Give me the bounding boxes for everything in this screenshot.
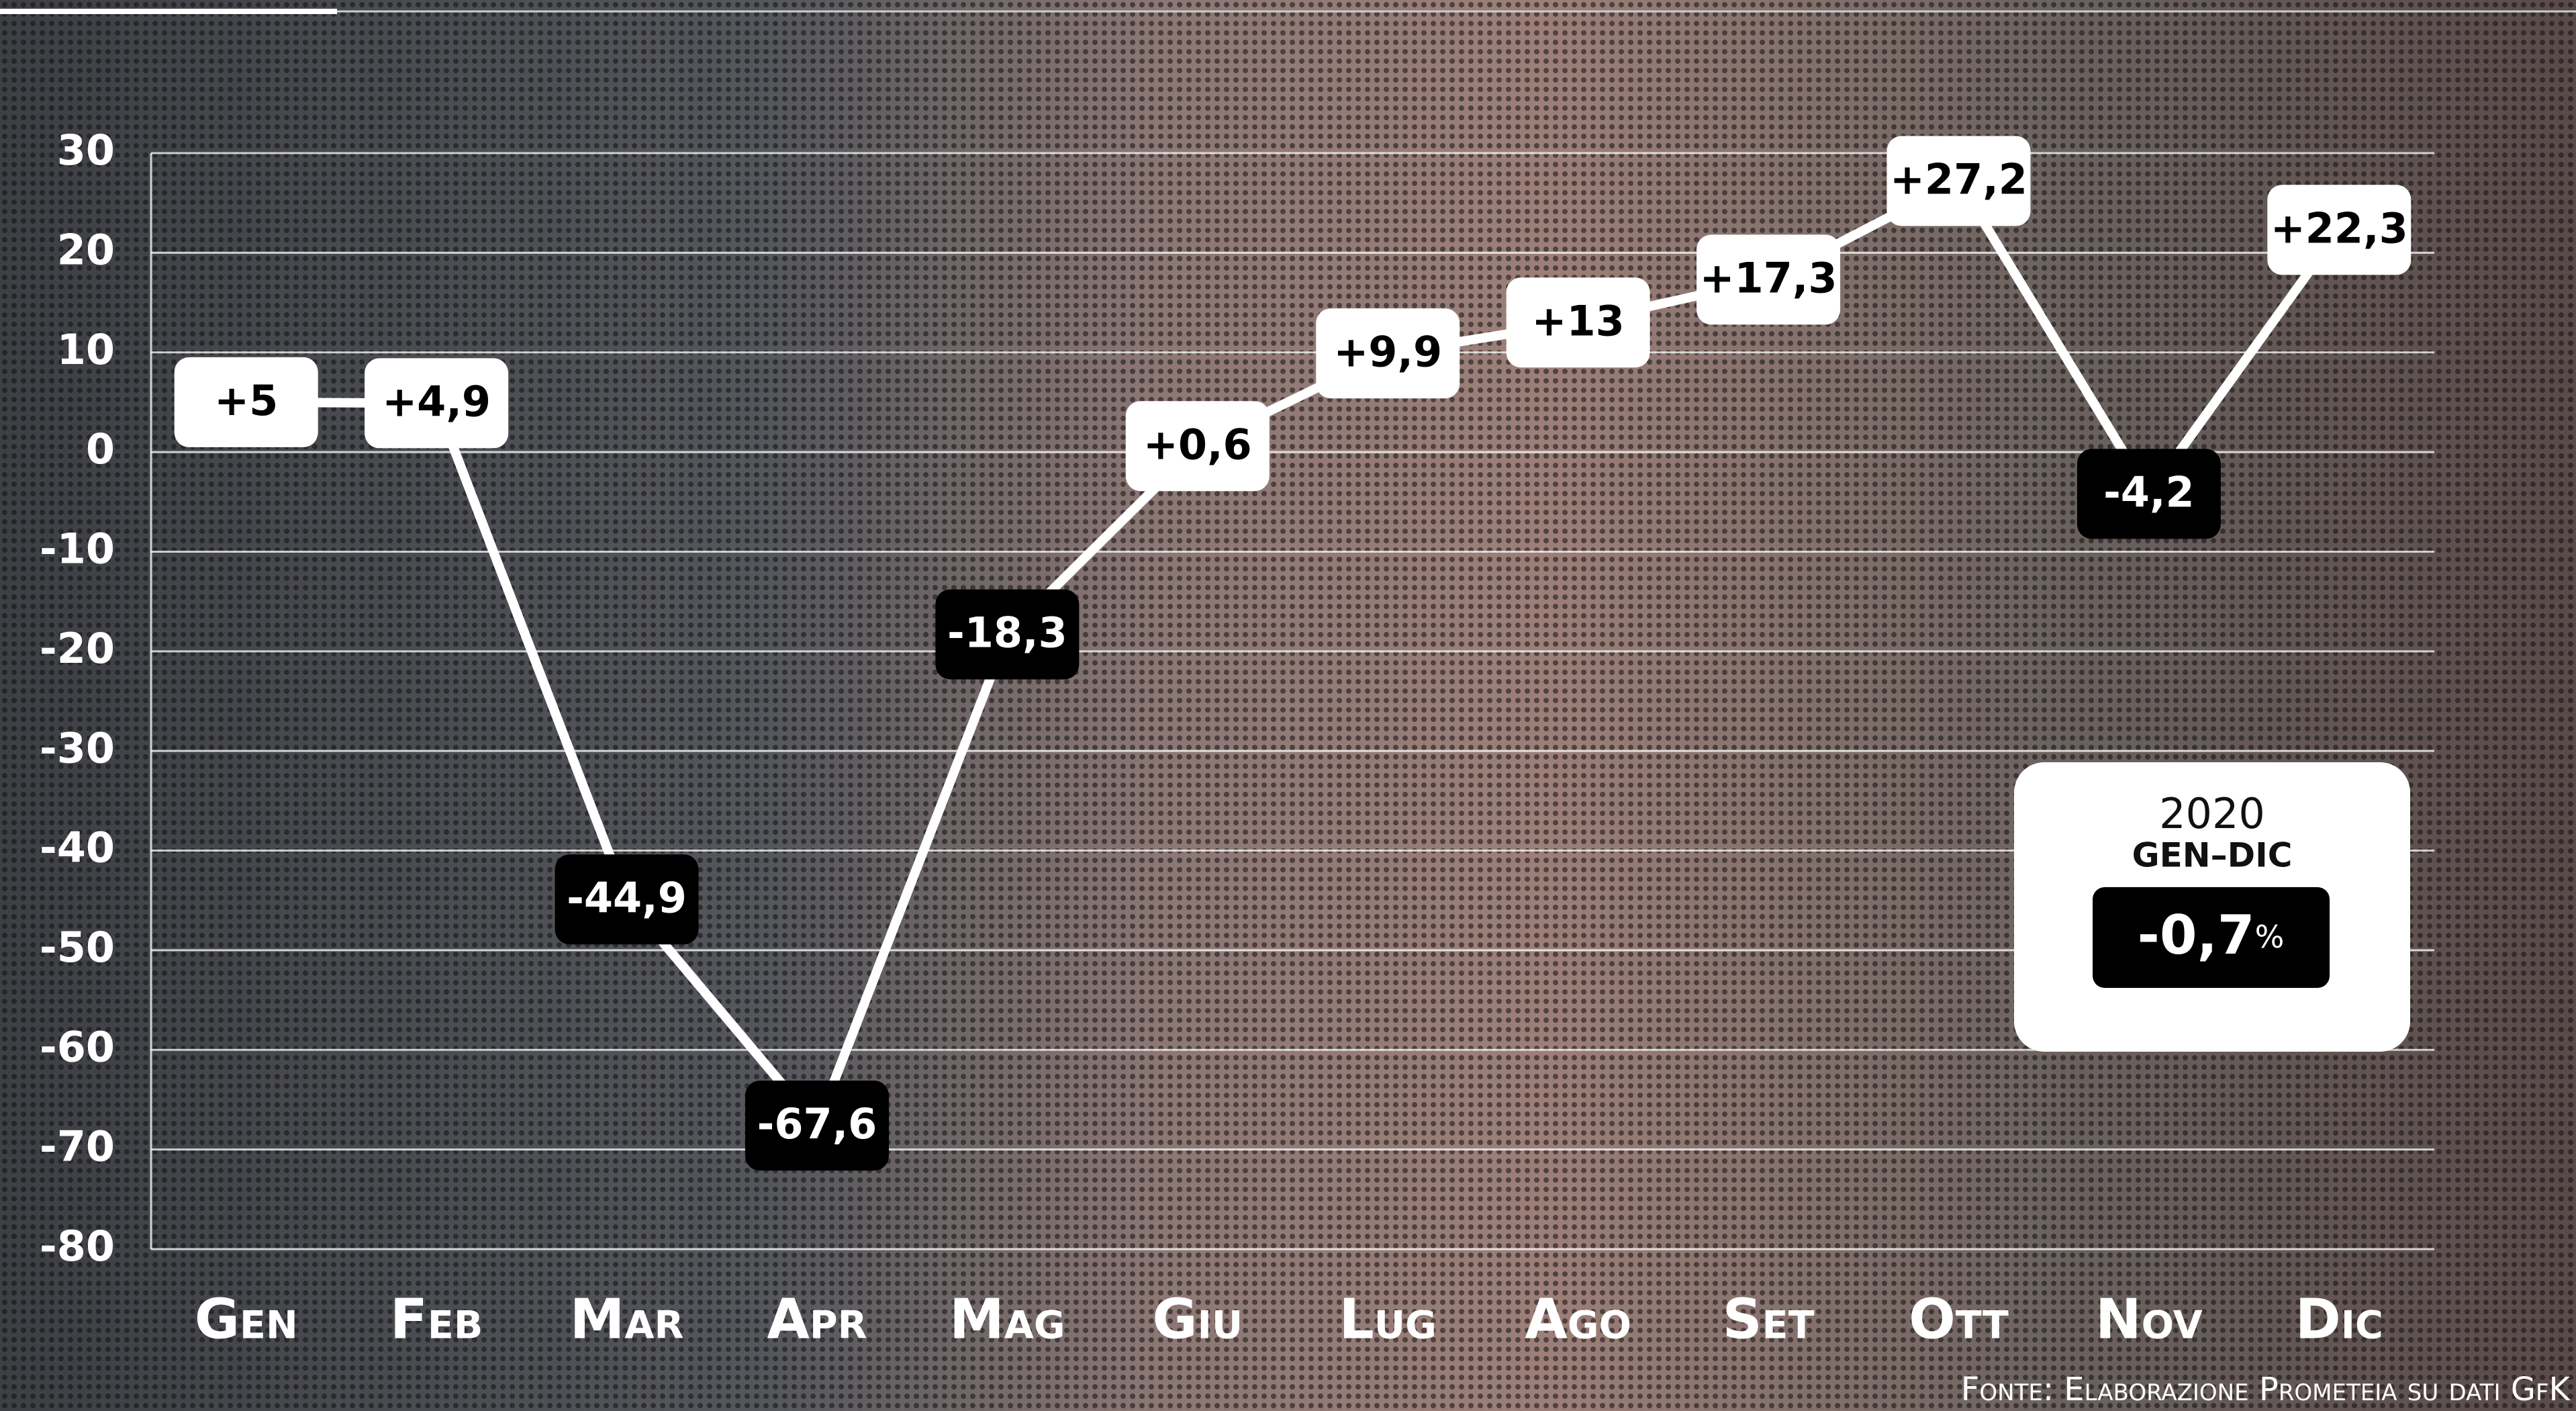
summary-value: -0,7% xyxy=(2138,904,2285,966)
value-label: -67,6 xyxy=(757,1099,877,1148)
y-tick-label: 10 xyxy=(57,325,115,374)
value-label: +22,3 xyxy=(2271,203,2408,253)
x-tick-label: Ago xyxy=(1525,1287,1631,1351)
x-tick-label: Mag xyxy=(949,1287,1065,1351)
y-tick-label: -80 xyxy=(40,1222,115,1271)
value-label-box xyxy=(2077,449,2221,539)
plot: -80 -70 -60 -50 -40 -30 -20 -10 0 10 20 30 Gen Feb Mar… xyxy=(40,126,2434,1351)
value-label-box xyxy=(174,357,318,447)
value-label-box xyxy=(1125,401,1270,492)
summary-value-box xyxy=(2093,887,2330,988)
value-label-box xyxy=(1506,277,1650,368)
y-tick-label: -50 xyxy=(40,923,115,972)
y-tick-label: -70 xyxy=(40,1122,115,1171)
value-label: +13 xyxy=(1532,296,1625,345)
value-label: +9,9 xyxy=(1333,327,1442,376)
x-tick-label: Lug xyxy=(1339,1287,1437,1351)
series-line xyxy=(246,176,2343,1131)
value-label-box xyxy=(1697,234,1841,325)
value-label: -4,2 xyxy=(2103,467,2195,516)
x-tick-label: Gen xyxy=(195,1287,298,1351)
summary-year: 2020 xyxy=(2159,789,2265,838)
value-label-box xyxy=(2267,185,2412,275)
y-tick-label: 20 xyxy=(57,225,115,274)
value-label: -18,3 xyxy=(947,608,1067,657)
summary-period: GEN–DIC xyxy=(2132,836,2293,875)
y-tick-label: -20 xyxy=(40,624,115,673)
x-tick-label: Mar xyxy=(570,1287,684,1351)
value-label: +0,6 xyxy=(1143,420,1252,469)
y-tick-label: 0 xyxy=(86,424,115,473)
value-label: +4,9 xyxy=(382,377,491,426)
value-label: +5 xyxy=(214,376,278,425)
source: Fonte: Elaborazione Prometeia su dati Gf… xyxy=(1961,1371,2571,1408)
y-tick-label: -40 xyxy=(40,823,115,872)
value-label-box xyxy=(1316,308,1460,399)
y-tick-label: 30 xyxy=(57,126,115,175)
x-tick-label: Ott xyxy=(1909,1287,2009,1351)
value-label: +17,3 xyxy=(1700,254,1838,303)
y-tick-label: -10 xyxy=(40,525,115,574)
x-tick-label: Giu xyxy=(1152,1287,1243,1351)
value-label-box xyxy=(1887,136,2031,226)
x-tick-label: Feb xyxy=(390,1287,483,1351)
x-tick-label: Dic xyxy=(2295,1287,2383,1351)
value-label-box xyxy=(745,1081,889,1171)
value-label-box xyxy=(365,358,509,449)
summary-number: -0,7 xyxy=(2138,904,2255,966)
value-label-box xyxy=(935,589,1080,680)
y-tick-label: -60 xyxy=(40,1022,115,1071)
x-tick-label: Nov xyxy=(2095,1287,2203,1351)
value-label: -44,9 xyxy=(567,873,687,922)
x-tick-label: Apr xyxy=(767,1287,867,1351)
value-label: +27,2 xyxy=(1890,155,2028,204)
value-label-box xyxy=(555,854,699,945)
summary-unit: % xyxy=(2255,919,2285,955)
x-tick-label: Set xyxy=(1723,1287,1815,1351)
y-tick-label: -30 xyxy=(40,723,115,772)
